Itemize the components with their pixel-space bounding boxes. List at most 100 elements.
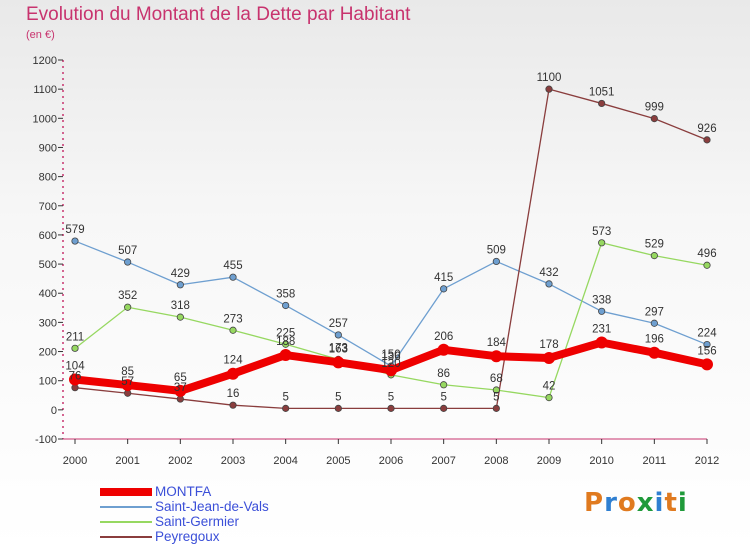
y-tick-label: 1200 bbox=[33, 55, 57, 67]
chart-subtitle: (en €) bbox=[26, 29, 55, 41]
data-label: 211 bbox=[66, 331, 84, 343]
axes: -100 0 100 200 300 400 500 600 700 800 900 1000 1100… bbox=[33, 55, 720, 467]
x-tick-label: 2003 bbox=[221, 455, 245, 467]
data-point bbox=[229, 326, 237, 334]
x-tick-label: 2004 bbox=[273, 455, 297, 467]
data-label: 188 bbox=[276, 336, 295, 348]
data-point bbox=[492, 386, 500, 394]
data-label: 429 bbox=[171, 268, 190, 280]
data-point bbox=[69, 373, 81, 386]
x-tick-label: 2000 bbox=[63, 455, 87, 467]
data-label: 37 bbox=[174, 382, 187, 394]
data-point bbox=[595, 336, 608, 349]
data-label: 507 bbox=[118, 245, 137, 257]
data-point bbox=[440, 404, 448, 412]
data-label: 16 bbox=[227, 388, 240, 400]
data-label: 297 bbox=[645, 306, 664, 318]
data-point bbox=[332, 356, 345, 369]
y-tick-label: 500 bbox=[39, 259, 57, 271]
data-label: 1051 bbox=[589, 86, 615, 98]
x-tick-label: 2012 bbox=[695, 455, 719, 467]
x-tick-label: 2002 bbox=[168, 455, 192, 467]
logo-letter: r bbox=[604, 488, 618, 518]
legend-swatch bbox=[100, 535, 152, 538]
x-tick-label: 2008 bbox=[484, 455, 508, 467]
data-point bbox=[598, 239, 606, 247]
data-label: 509 bbox=[487, 244, 506, 256]
x-tick-label: 2009 bbox=[537, 455, 561, 467]
data-label: 178 bbox=[539, 339, 558, 351]
data-point bbox=[440, 285, 448, 293]
data-label: 231 bbox=[592, 324, 611, 336]
data-label: 136 bbox=[381, 351, 400, 363]
data-label: 999 bbox=[645, 102, 664, 114]
logo-letter: i bbox=[654, 488, 665, 518]
logo-letter: x bbox=[636, 488, 655, 518]
data-point bbox=[490, 350, 503, 363]
data-point bbox=[650, 114, 658, 123]
data-label: 120 bbox=[381, 358, 400, 370]
legend-swatch bbox=[100, 487, 152, 496]
data-point bbox=[703, 136, 711, 144]
data-label: 5 bbox=[388, 391, 394, 403]
data-label: 57 bbox=[121, 376, 134, 388]
data-point bbox=[124, 303, 132, 311]
data-point bbox=[598, 307, 606, 315]
data-label: 5 bbox=[440, 391, 446, 403]
data-label: 196 bbox=[645, 334, 664, 346]
data-label: 150 bbox=[381, 349, 400, 361]
data-label: 257 bbox=[329, 318, 348, 330]
data-point bbox=[650, 252, 658, 260]
data-label: 5 bbox=[335, 391, 341, 403]
y-tick-label: 700 bbox=[39, 201, 57, 213]
data-label: 529 bbox=[645, 239, 664, 251]
y-tick-label: 400 bbox=[39, 288, 57, 300]
chart-title: Evolution du Montant de la Dette par Hab… bbox=[26, 4, 411, 25]
data-label: 926 bbox=[697, 123, 716, 135]
x-tick-label: 2001 bbox=[115, 455, 139, 467]
data-label: 5 bbox=[282, 391, 288, 403]
x-tick-label: 2010 bbox=[589, 455, 613, 467]
data-label: 104 bbox=[65, 361, 85, 373]
x-tick-label: 2006 bbox=[379, 455, 403, 467]
data-label: 76 bbox=[69, 371, 82, 383]
data-label: 432 bbox=[539, 267, 558, 279]
data-point bbox=[703, 261, 711, 269]
data-point bbox=[229, 401, 237, 409]
data-point bbox=[703, 340, 711, 349]
legend-swatch bbox=[100, 505, 152, 508]
data-label: 224 bbox=[697, 328, 717, 340]
y-tick-label: 900 bbox=[39, 142, 57, 154]
y-tick-label: 1000 bbox=[33, 113, 57, 125]
x-tick-label: 2005 bbox=[326, 455, 350, 467]
data-label: 455 bbox=[223, 260, 242, 272]
legend-swatch bbox=[100, 520, 152, 523]
y-tick-label: 800 bbox=[39, 172, 57, 184]
data-point bbox=[648, 346, 661, 359]
data-point bbox=[650, 319, 658, 327]
data-point bbox=[598, 99, 606, 108]
data-point bbox=[543, 351, 555, 364]
legend-label: MONTFA bbox=[155, 484, 212, 499]
y-tick-label: -100 bbox=[35, 434, 57, 446]
data-label: 184 bbox=[487, 337, 507, 349]
data-label: 42 bbox=[543, 381, 556, 393]
data-point bbox=[492, 404, 500, 412]
data-label: 68 bbox=[490, 373, 503, 385]
data-label: 124 bbox=[223, 355, 243, 367]
data-label: 273 bbox=[223, 313, 242, 325]
data-point bbox=[174, 384, 187, 397]
data-point bbox=[545, 280, 553, 288]
data-label: 358 bbox=[276, 288, 295, 300]
data-label: 225 bbox=[276, 327, 295, 339]
series-points bbox=[69, 85, 713, 412]
proxiti-logo: Proxiti bbox=[584, 488, 688, 518]
data-label: 173 bbox=[329, 342, 348, 354]
data-label: 156 bbox=[697, 345, 716, 357]
data-label: 206 bbox=[434, 331, 453, 343]
x-tick-label: 2007 bbox=[431, 455, 455, 467]
data-label: 5 bbox=[493, 391, 499, 403]
y-tick-label: 100 bbox=[39, 376, 57, 388]
